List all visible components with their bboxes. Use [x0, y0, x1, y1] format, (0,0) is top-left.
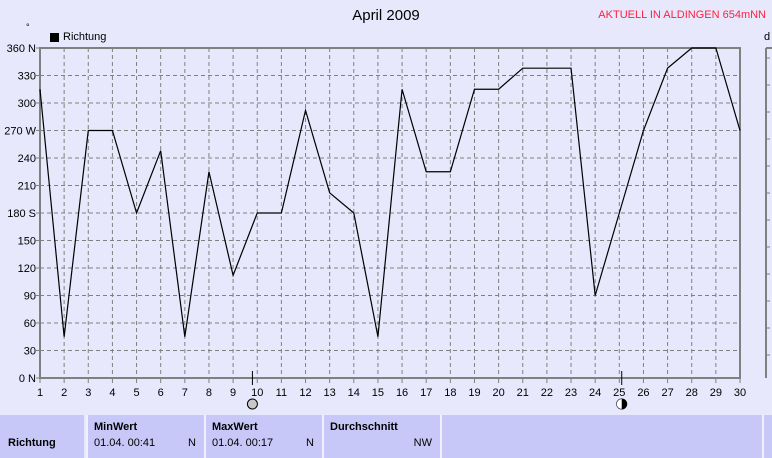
x-tick-label: 18: [444, 387, 456, 399]
y-tick-label: 330: [18, 71, 36, 83]
x-tick-label: 3: [85, 387, 91, 399]
durchschnitt-cell: Durchschnitt NW: [322, 415, 440, 458]
x-tick-label: 30: [734, 387, 746, 399]
maxwert-value: 01.04. 00:17: [212, 437, 274, 449]
minwert-unit: N: [188, 437, 196, 449]
chart: 1 2 3 4 5 6 7 8 9 10 11 12 13 14 15 16 17 18 19 20 21 22 23 24 2…: [4, 43, 772, 410]
x-tick-label: 21: [517, 387, 529, 399]
empty-cell: [440, 415, 762, 458]
empty-cell: [762, 415, 772, 458]
x-tick-label: 24: [589, 387, 601, 399]
x-tick-label: 5: [133, 387, 139, 399]
legend: Richtung: [50, 31, 106, 43]
moon-phase-shade: [616, 399, 622, 409]
x-tick-label: 19: [468, 387, 480, 399]
series-line-richtung: [39, 47, 741, 337]
y-tick-label: 210: [18, 181, 36, 193]
x-tick-label: 15: [372, 387, 384, 399]
y-tick-label: 30: [24, 346, 36, 358]
x-tick-label: 4: [109, 387, 115, 399]
maxwert-unit: N: [306, 437, 314, 449]
right-axis-label: d: [764, 31, 771, 43]
x-tick-label: 20: [492, 387, 504, 399]
maxwert-header: MaxWert: [212, 421, 258, 433]
x-tick-label: 29: [710, 387, 722, 399]
durchschnitt-unit: NW: [413, 437, 432, 449]
x-tick-label: 9: [230, 387, 236, 399]
x-tick-label: 16: [396, 387, 408, 399]
legend-swatch: [50, 32, 59, 42]
y-tick-label: 240: [18, 153, 36, 165]
y-tick-label: 300: [18, 98, 36, 110]
full-moon-icon: [246, 398, 258, 410]
x-tick-label: 23: [565, 387, 577, 399]
x-tick-label: 22: [541, 387, 553, 399]
x-tick-label: 11: [276, 387, 287, 399]
y-tick-label: 120: [18, 263, 36, 275]
x-tick-label: 13: [324, 387, 336, 399]
y-tick-label: 60: [24, 318, 36, 330]
chart-title: April 2009: [352, 7, 420, 24]
x-tick-label: 25: [613, 387, 625, 399]
x-tick-label: 8: [206, 387, 212, 399]
row-label: Richtung: [8, 437, 56, 449]
maxwert-cell: MaxWert 01.04. 00:17 N: [204, 415, 322, 458]
x-tick-label: 10: [251, 387, 263, 399]
y-tick-label: 360 N: [7, 43, 36, 55]
y-tick-label: 180 S: [7, 208, 36, 220]
degree-symbol: °: [26, 22, 30, 32]
x-tick-label: 14: [348, 387, 360, 399]
y-tick-label: 270 W: [4, 126, 36, 138]
y-tick-label: 90: [24, 291, 36, 303]
x-tick-label: 17: [420, 387, 432, 399]
x-tick-label: 27: [661, 387, 673, 399]
minwert-value: 01.04. 00:41: [94, 437, 156, 449]
x-tick-label: 28: [686, 387, 698, 399]
x-tick-label: 26: [637, 387, 649, 399]
durchschnitt-header: Durchschnitt: [330, 421, 398, 433]
x-tick-label: 12: [299, 387, 311, 399]
station-label: AKTUELL IN ALDINGEN 654mNN: [598, 9, 766, 21]
minwert-cell: MinWert 01.04. 00:41 N: [86, 415, 204, 458]
x-tick-label: 1: [37, 387, 43, 399]
x-tick-label: 2: [61, 387, 67, 399]
legend-label: Richtung: [63, 31, 107, 43]
minwert-header: MinWert: [94, 421, 138, 433]
y-tick-label: 150: [18, 236, 36, 248]
y-tick-label: 0 N: [19, 373, 36, 385]
x-tick-label: 7: [182, 387, 188, 399]
x-tick-label: 6: [158, 387, 164, 399]
table-row-label-cell: Richtung: [0, 415, 84, 458]
